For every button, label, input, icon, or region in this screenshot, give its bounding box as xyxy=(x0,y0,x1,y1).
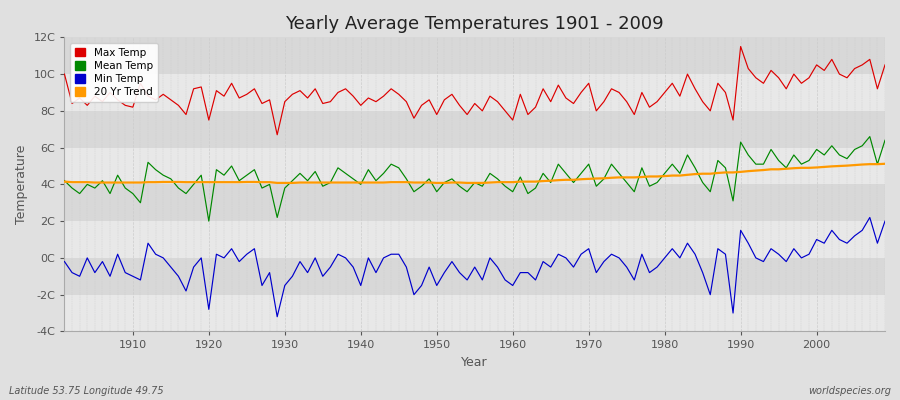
Bar xyxy=(65,258,885,295)
Text: worldspecies.org: worldspecies.org xyxy=(808,386,891,396)
Text: Latitude 53.75 Longitude 49.75: Latitude 53.75 Longitude 49.75 xyxy=(9,386,164,396)
Y-axis label: Temperature: Temperature xyxy=(15,145,28,224)
X-axis label: Year: Year xyxy=(462,356,488,369)
Bar xyxy=(65,221,885,258)
Bar xyxy=(65,184,885,221)
Bar xyxy=(65,37,885,74)
Bar xyxy=(65,74,885,111)
Title: Yearly Average Temperatures 1901 - 2009: Yearly Average Temperatures 1901 - 2009 xyxy=(285,15,664,33)
Legend: Max Temp, Mean Temp, Min Temp, 20 Yr Trend: Max Temp, Mean Temp, Min Temp, 20 Yr Tre… xyxy=(69,42,158,102)
Bar xyxy=(65,295,885,332)
Bar xyxy=(65,148,885,184)
Bar xyxy=(65,111,885,148)
